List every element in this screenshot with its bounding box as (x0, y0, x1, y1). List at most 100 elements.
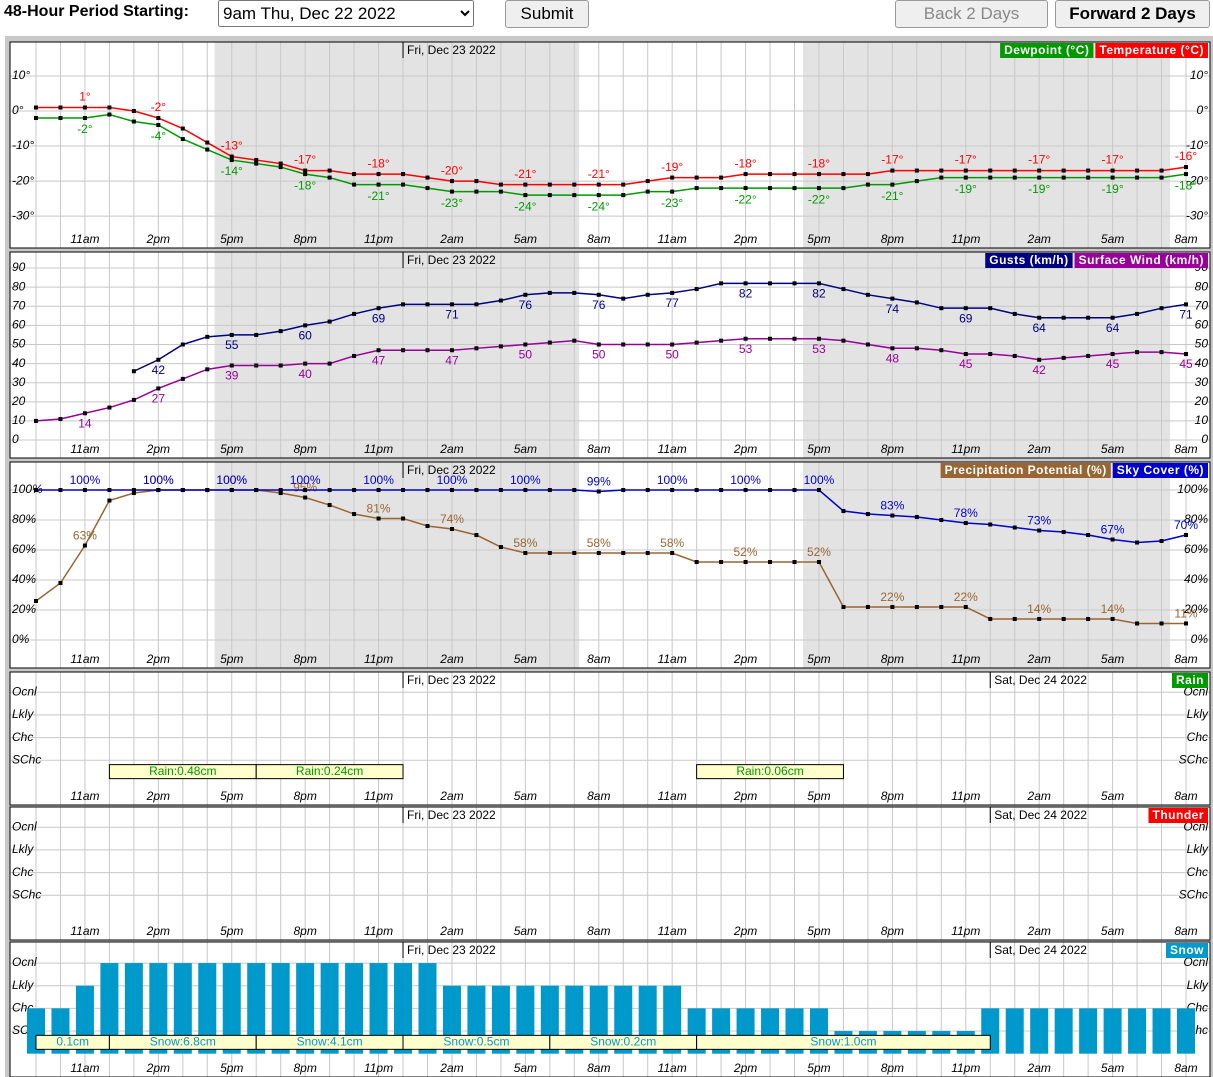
x-tick-label: 11am (658, 924, 687, 938)
submit-button[interactable]: Submit (505, 0, 589, 28)
data-point (939, 306, 944, 311)
data-point (547, 551, 552, 556)
x-tick-label: 2pm (733, 789, 757, 803)
x-tick-label: 11pm (364, 1061, 393, 1075)
data-point (816, 560, 821, 565)
data-point (621, 342, 626, 347)
data-point (890, 168, 895, 173)
data-point (596, 182, 601, 187)
y-tick-label: Lkly (12, 842, 34, 856)
data-point (254, 161, 259, 166)
data-point (1061, 530, 1066, 535)
data-point (914, 300, 919, 305)
x-tick-label: 5pm (807, 789, 830, 803)
data-point (743, 560, 748, 565)
data-point (156, 386, 161, 391)
data-point (352, 311, 357, 316)
data-point (572, 290, 577, 295)
legend-label: Snow (1170, 943, 1204, 957)
data-point (694, 175, 699, 180)
series-line (36, 489, 1187, 544)
value-label: -24° (588, 199, 610, 213)
y-tick-label: 100% (1177, 482, 1208, 496)
value-label: -21° (514, 167, 536, 181)
y-tick-label: Chc (1187, 730, 1208, 744)
value-label: 100% (216, 473, 247, 487)
data-point (865, 512, 870, 517)
y-tick-label: 60 (1195, 318, 1209, 332)
x-tick-label: 2pm (733, 924, 757, 938)
data-point (841, 172, 846, 177)
x-tick-label: 11am (658, 442, 687, 456)
x-tick-label: 11am (70, 789, 99, 803)
data-point (131, 369, 136, 374)
data-point (82, 105, 87, 110)
x-tick-label: 5pm (220, 789, 243, 803)
x-tick-label: 2pm (146, 442, 170, 456)
value-label: 40 (298, 367, 312, 381)
x-tick-label: 2am (1027, 924, 1051, 938)
period-select[interactable]: 9am Thu, Dec 22 2022 (218, 0, 474, 27)
x-tick-label: 8pm (881, 924, 904, 938)
night-shading (803, 462, 1171, 668)
x-tick-label: 2am (439, 232, 463, 246)
data-point (547, 340, 552, 345)
y-tick-label: 60% (1184, 542, 1208, 556)
data-point (376, 306, 381, 311)
y-tick-label: Lkly (1187, 978, 1209, 992)
data-point (792, 336, 797, 341)
back-button[interactable]: Back 2 Days (895, 0, 1048, 28)
amount-label: Snow:4.1cm (297, 1035, 363, 1049)
data-point (768, 186, 773, 191)
data-point (645, 551, 650, 556)
data-point (547, 488, 552, 493)
x-tick-label: 5pm (807, 232, 830, 246)
y-tick-label: SChc (12, 752, 41, 766)
data-point (1159, 168, 1164, 173)
y-tick-label: 30 (12, 375, 26, 389)
data-point (792, 560, 797, 565)
x-tick-label: 2pm (146, 924, 170, 938)
data-point (1086, 533, 1091, 538)
value-label: -17° (1102, 153, 1124, 167)
value-label: 100% (290, 473, 321, 487)
data-point (1037, 168, 1042, 173)
x-tick-label: 5pm (220, 232, 243, 246)
x-tick-label: 2am (1027, 442, 1051, 456)
y-tick-label: Ocnl (12, 684, 37, 698)
value-label: 14 (78, 416, 92, 430)
data-point (914, 179, 919, 184)
data-point (914, 346, 919, 351)
bar (222, 963, 241, 1054)
data-point (792, 186, 797, 191)
x-tick-label: 11am (658, 232, 687, 246)
x-tick-label: 8am (1174, 1061, 1197, 1075)
night-shading (803, 42, 1171, 248)
day-label: Sat, Dec 24 2022 (994, 808, 1087, 822)
y-tick-label: 20 (1194, 394, 1209, 408)
data-point (58, 116, 63, 121)
forward-button[interactable]: Forward 2 Days (1055, 0, 1210, 28)
data-point (449, 179, 454, 184)
y-tick-label: 30 (1195, 375, 1209, 389)
value-label: 22% (954, 590, 978, 604)
value-label: 100% (70, 473, 101, 487)
data-point (1159, 306, 1164, 311)
x-tick-label: 8am (587, 442, 610, 456)
x-tick-label: 5pm (807, 924, 830, 938)
x-tick-label: 2am (439, 652, 463, 666)
bar (271, 963, 290, 1054)
data-point (670, 551, 675, 556)
y-tick-label: 50 (12, 337, 26, 351)
data-point (914, 604, 919, 609)
x-tick-label: 11am (70, 652, 99, 666)
data-point (1159, 350, 1164, 355)
x-tick-label: 11am (70, 232, 99, 246)
data-point (278, 363, 283, 368)
data-point (474, 179, 479, 184)
data-point (645, 179, 650, 184)
data-point (1086, 175, 1091, 180)
data-point (743, 336, 748, 341)
data-point (327, 175, 332, 180)
data-point (449, 348, 454, 353)
